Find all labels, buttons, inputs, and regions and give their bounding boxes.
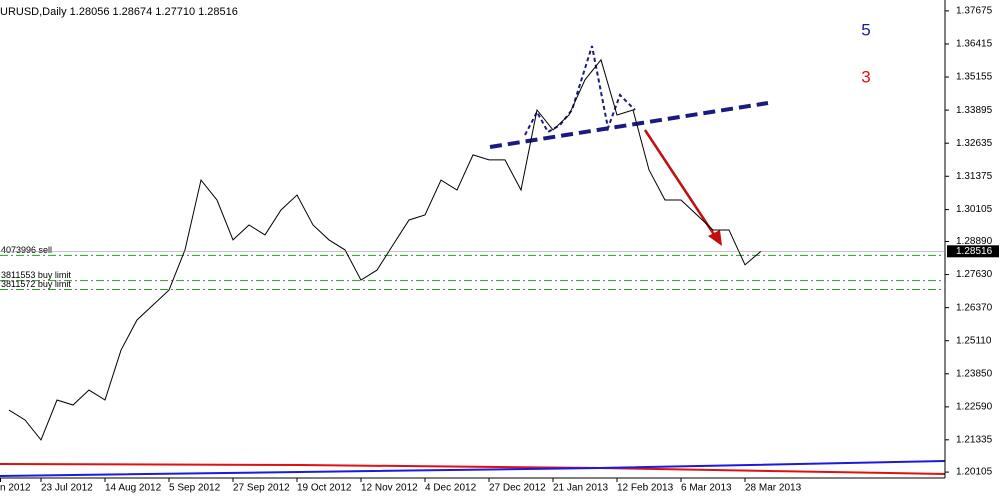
x-tick-label: 28 Mar 2013 (745, 483, 802, 494)
x-tick-label: 6 Mar 2013 (681, 483, 732, 494)
x-tick-label: 19 Oct 2012 (297, 483, 352, 494)
arrow-head (708, 230, 722, 246)
y-tick-label: 1.33895 (956, 105, 993, 116)
last-price-label: 1.28516 (956, 246, 993, 257)
y-tick-label: 1.21335 (956, 434, 993, 445)
x-tick-label: n 2012 (0, 483, 31, 494)
x-tick-label: 27 Dec 2012 (489, 483, 546, 494)
y-tick-label: 1.22590 (956, 402, 993, 413)
y-tick-label: 1.20105 (956, 467, 993, 478)
chart-title: URUSD,Daily 1.28056 1.28674 1.27710 1.28… (0, 6, 238, 18)
x-tick-label: 23 Jul 2012 (41, 483, 93, 494)
x-tick-label: 12 Nov 2012 (361, 483, 418, 494)
x-tick-label: 27 Sep 2012 (233, 483, 290, 494)
order-label: 3811553 buy limit (1, 270, 71, 280)
arrow-line (643, 129, 717, 237)
order-label: 3811572 buy limit (1, 279, 71, 289)
y-tick-label: 1.35155 (956, 72, 993, 83)
y-tick-label: 1.31375 (956, 171, 993, 182)
order-label: 4073996 sell (1, 245, 52, 255)
trend-line (489, 101, 769, 149)
x-tick-label: 21 Jan 2013 (553, 483, 608, 494)
x-tick-label: 5 Sep 2012 (169, 483, 221, 494)
y-tick-label: 1.25110 (956, 335, 992, 346)
x-tick-label: 12 Feb 2013 (617, 483, 674, 494)
indicator-red (0, 463, 946, 475)
counter: 3 (861, 67, 870, 86)
y-tick-label: 1.37675 (956, 6, 993, 17)
y-tick-label: 1.26370 (956, 302, 993, 313)
pattern-drawing (524, 45, 636, 136)
x-tick-label: 14 Aug 2012 (105, 483, 162, 494)
y-tick-label: 1.36415 (956, 39, 993, 50)
y-tick-label: 1.28890 (956, 236, 993, 247)
y-tick-label: 1.23850 (956, 368, 993, 379)
last-price-box (947, 245, 999, 258)
indicator-blue (0, 460, 946, 477)
x-tick-label: 4 Dec 2012 (425, 483, 477, 494)
y-tick-label: 1.27630 (956, 269, 993, 280)
y-tick-label: 1.32635 (956, 138, 993, 149)
counter: 5 (861, 20, 870, 39)
y-tick-label: 1.30105 (956, 204, 993, 215)
price-line (8, 58, 762, 441)
